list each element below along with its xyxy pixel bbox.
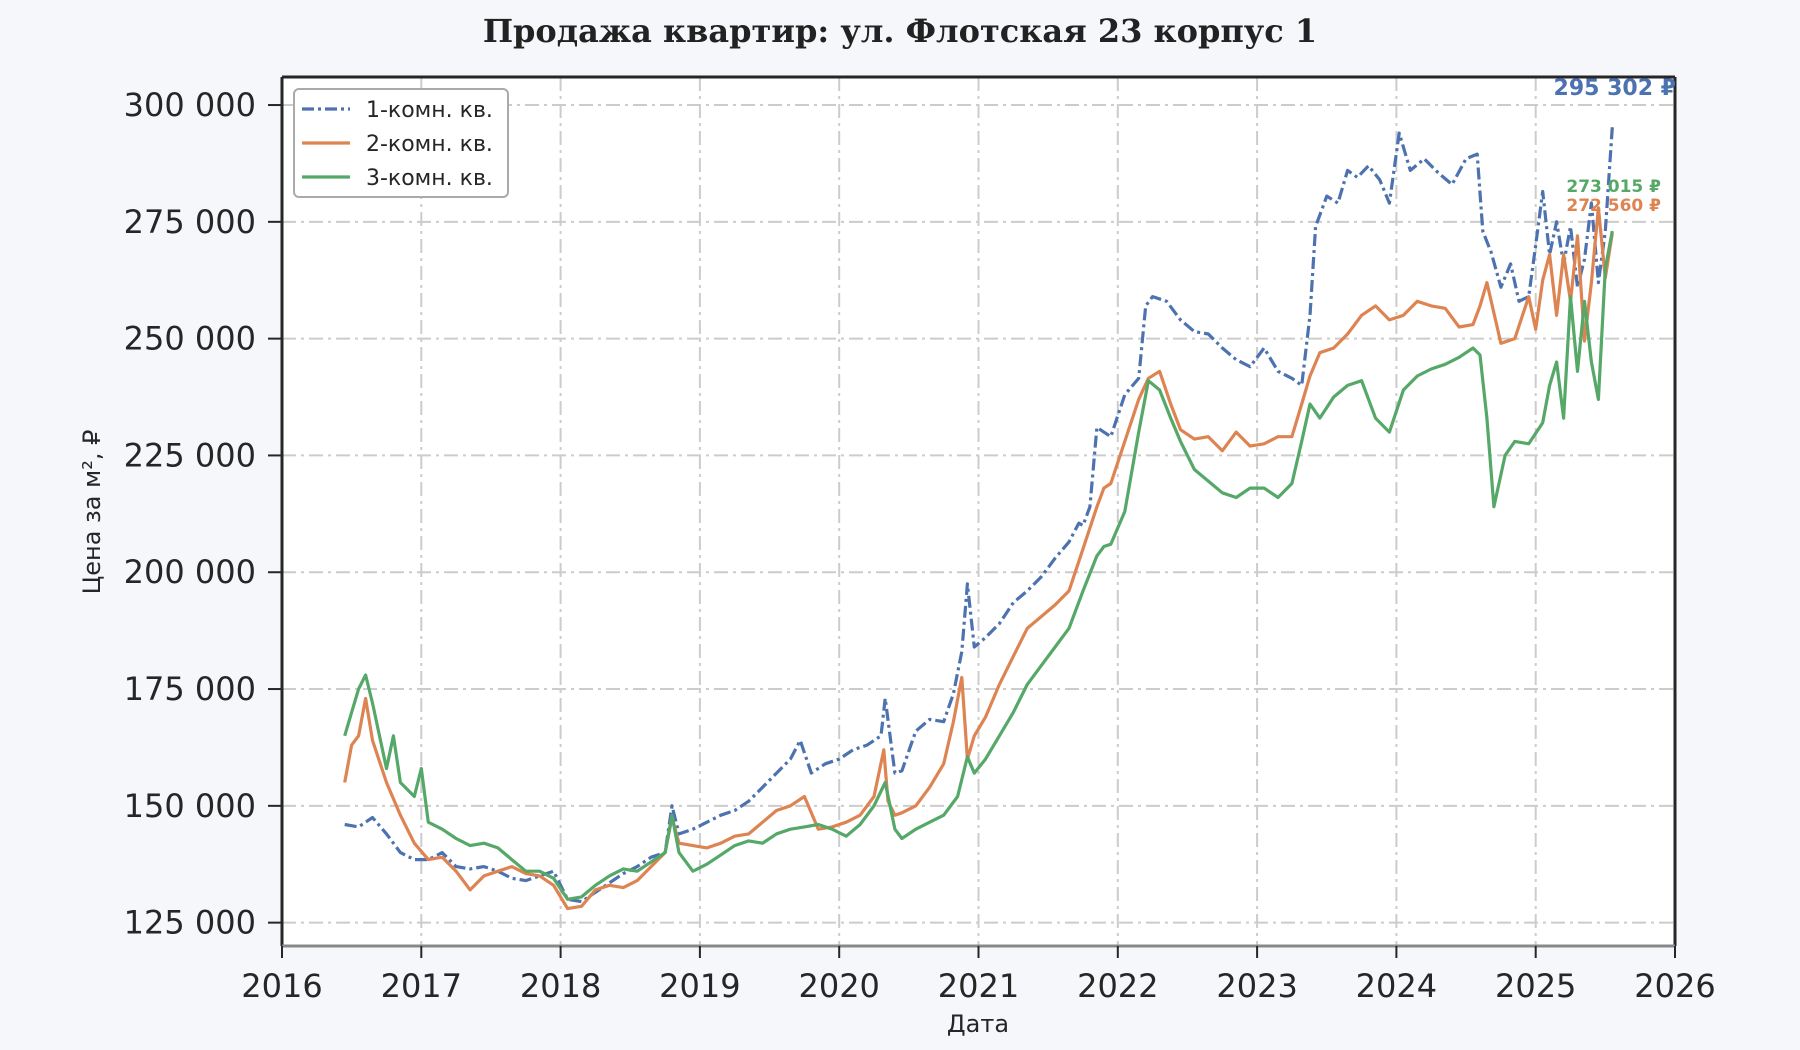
x-tick-label: 2019 (659, 967, 740, 1005)
y-tick-label: 125 000 (124, 904, 256, 942)
y-tick-label: 225 000 (124, 436, 256, 474)
x-tick-label: 2021 (938, 967, 1019, 1005)
series-line-2 (343, 206, 1614, 911)
x-tick-label: 2023 (1216, 967, 1297, 1005)
series-end-label-1: 295 302 ₽ (1554, 76, 1676, 101)
x-tick-label: 2024 (1356, 967, 1437, 1005)
y-axis-label: Цена за м², ₽ (78, 430, 106, 595)
x-tick-label: 2026 (1634, 967, 1715, 1005)
x-axis-label: Дата (947, 1010, 1009, 1038)
x-tick-label: 2018 (520, 967, 601, 1005)
y-tick-label: 200 000 (124, 553, 256, 591)
end-labels: 295 302 ₽ 272 560 ₽273 015 ₽ (1554, 76, 1676, 216)
x-axis: 2016 2017 2018 2019 2020 2021 2022 2023 2024 2025… (241, 946, 1716, 1005)
y-tick-label: 300 000 (124, 86, 256, 124)
legend-box (293, 88, 509, 198)
series-end-label-3: 273 015 ₽ (1566, 177, 1661, 197)
chart-title: Продажа квартир: ул. Флотская 23 корпус … (483, 12, 1317, 50)
legend-label-3: 3-комн. кв. (366, 166, 493, 191)
x-tick-label: 2016 (241, 967, 322, 1005)
x-tick-label: 2025 (1495, 967, 1576, 1005)
x-tick-label: 2020 (798, 967, 879, 1005)
series-group (343, 126, 1614, 911)
legend-label-2: 2-комн. кв. (366, 132, 493, 157)
legend: 1-комн. кв. 2-комн. кв. 3-комн. кв. (293, 88, 509, 198)
series-line-1 (344, 126, 1614, 904)
y-tick-label: 175 000 (124, 670, 256, 708)
series-line-3 (343, 230, 1614, 901)
y-axis: 125 000 150 000 175 000 200 000 225 000 250 0… (124, 86, 282, 942)
x-tick-label: 2022 (1077, 967, 1158, 1005)
x-tick-label: 2017 (381, 967, 462, 1005)
y-tick-label: 275 000 (124, 203, 256, 241)
y-tick-label: 250 000 (124, 320, 256, 358)
y-tick-label: 150 000 (124, 787, 256, 825)
legend-label-1: 1-комн. кв. (366, 98, 493, 123)
series-end-label-2: 272 560 ₽ (1566, 196, 1661, 216)
